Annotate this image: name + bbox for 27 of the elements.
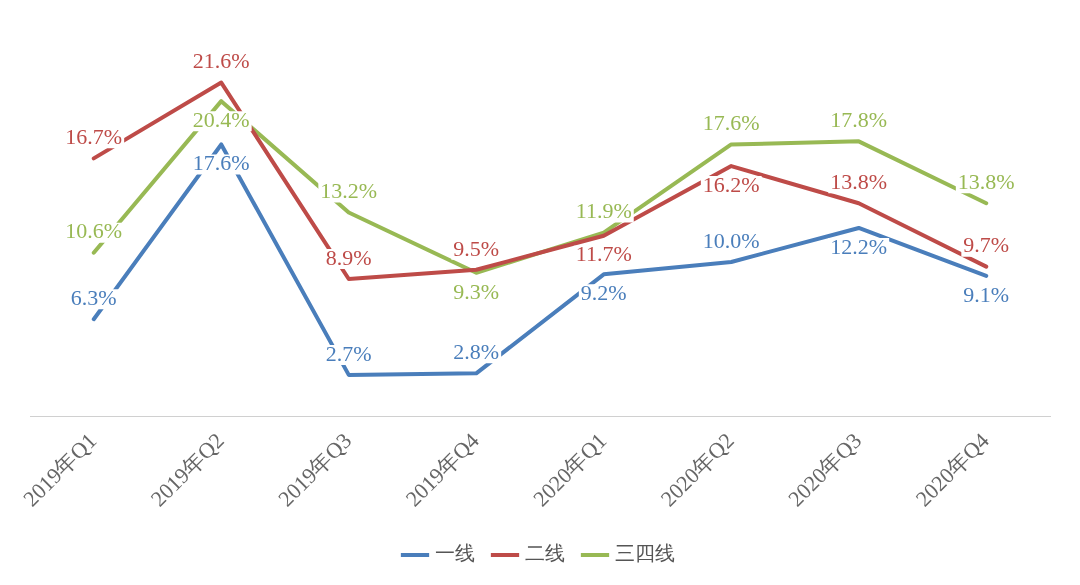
data-label: 20.4% bbox=[192, 106, 250, 132]
legend-label: 二线 bbox=[525, 542, 565, 565]
data-label: 6.3% bbox=[70, 285, 117, 310]
data-label: 10.0% bbox=[702, 227, 760, 253]
legend-label: 一线 bbox=[435, 542, 475, 565]
data-label: 17.6% bbox=[192, 150, 250, 176]
data-label: 9.7% bbox=[963, 232, 1010, 258]
data-label: 10.6% bbox=[65, 218, 123, 244]
data-label: 11.7% bbox=[575, 241, 632, 267]
data-label: 21.6% bbox=[192, 48, 250, 74]
data-label: 16.7% bbox=[65, 124, 123, 150]
legend-label: 三四线 bbox=[615, 542, 675, 565]
data-label: 12.2% bbox=[830, 233, 888, 259]
data-label: 9.5% bbox=[453, 235, 500, 261]
data-label: 2.7% bbox=[325, 340, 372, 366]
data-label: 16.2% bbox=[702, 171, 760, 197]
data-label: 13.8% bbox=[957, 169, 1015, 194]
data-label: 9.3% bbox=[453, 278, 500, 304]
data-label: 8.9% bbox=[325, 244, 372, 270]
data-label: 9.1% bbox=[963, 281, 1010, 307]
data-label: 17.6% bbox=[702, 110, 760, 136]
data-label: 17.8% bbox=[830, 107, 888, 133]
data-label: 2.8% bbox=[453, 339, 500, 365]
data-label: 9.2% bbox=[580, 280, 627, 306]
data-label: 13.8% bbox=[830, 169, 888, 194]
data-label: 13.2% bbox=[320, 178, 378, 204]
data-label: 11.9% bbox=[575, 198, 632, 224]
